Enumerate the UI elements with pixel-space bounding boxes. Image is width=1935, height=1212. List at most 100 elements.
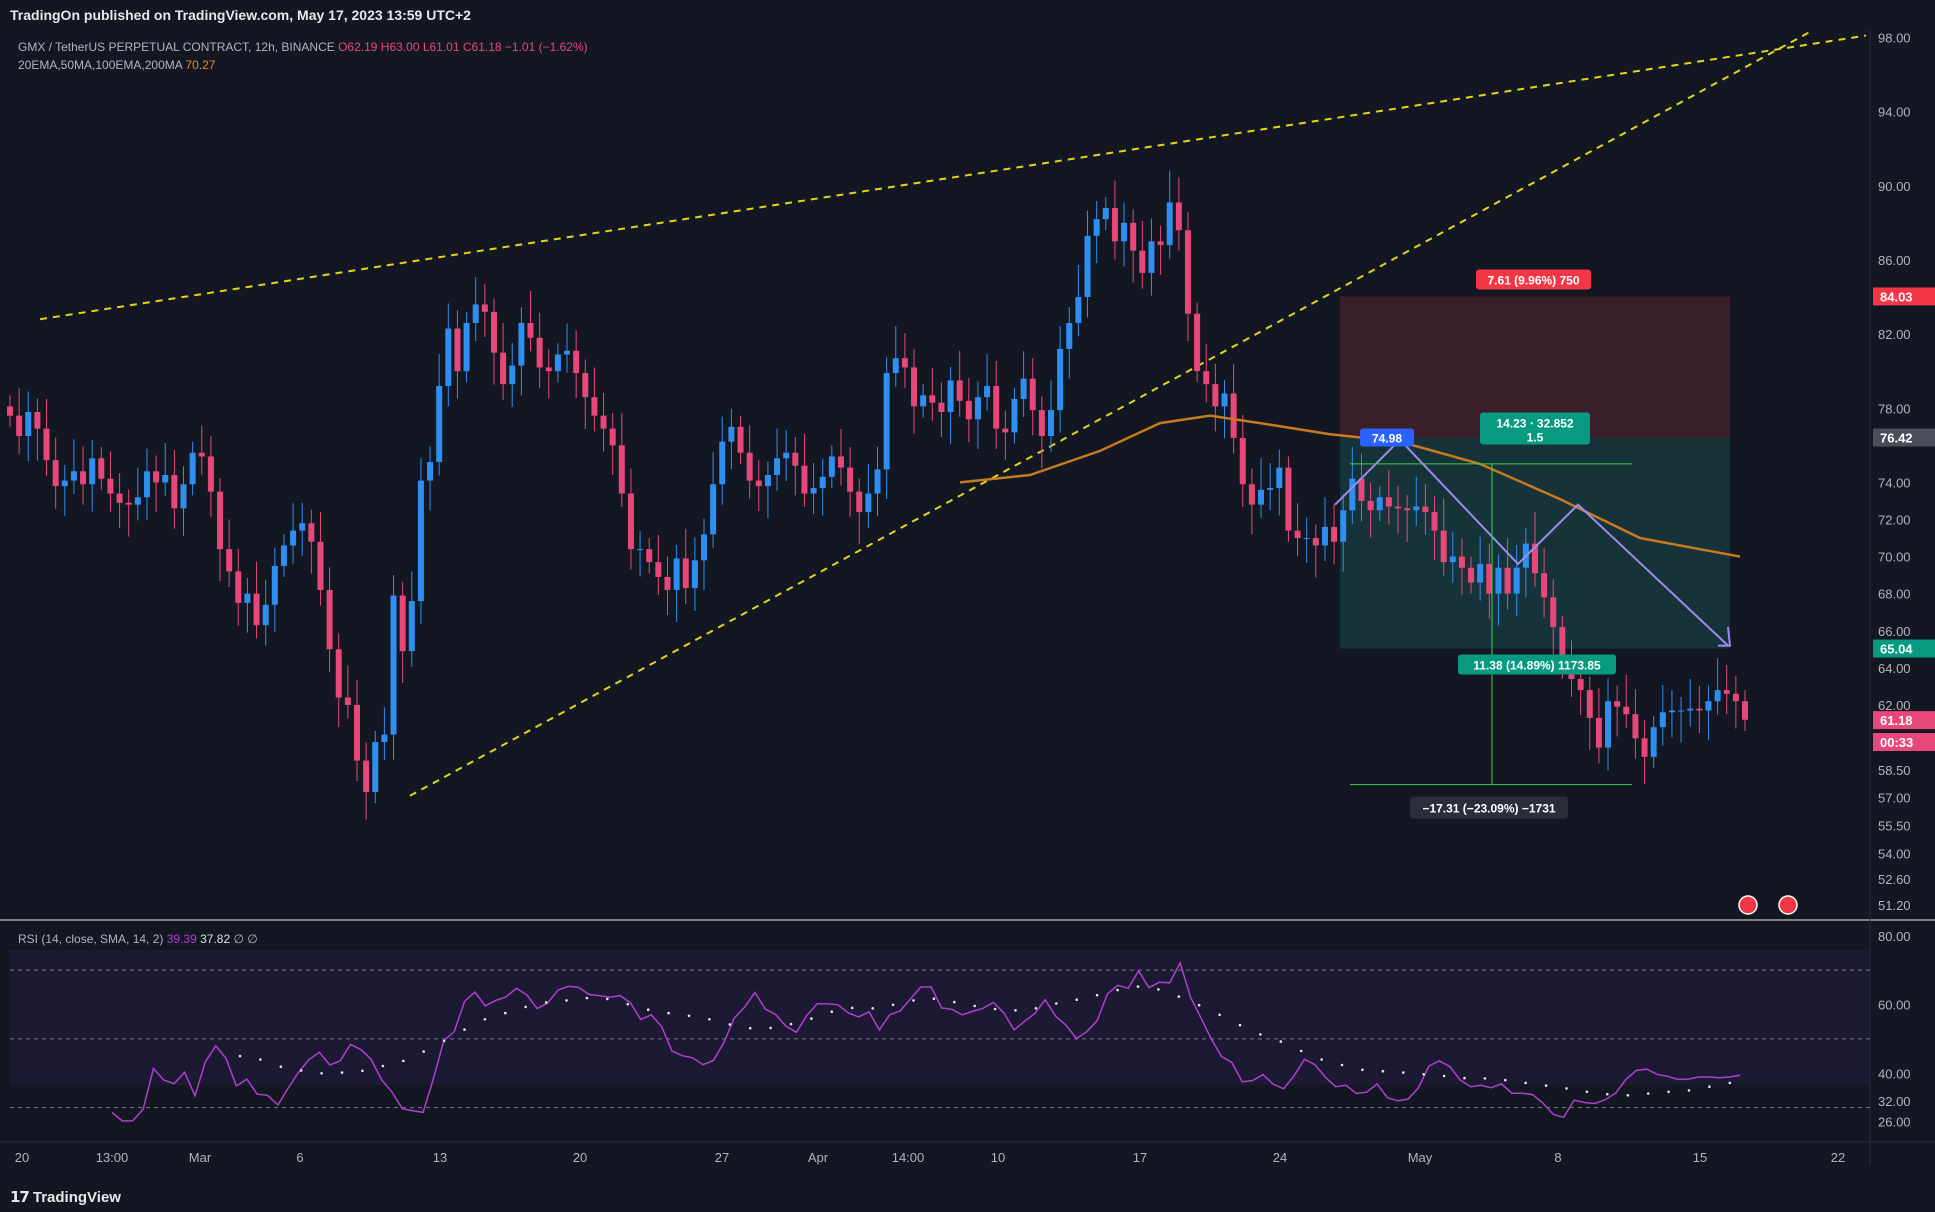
- us-flag-event-icon: [1778, 895, 1798, 915]
- candle-body: [125, 502, 132, 505]
- candle-body: [801, 465, 808, 494]
- candle-body: [344, 697, 351, 705]
- rsi-band-background: [10, 950, 1870, 1085]
- rsi-sma-point: [1034, 1007, 1038, 1010]
- candle-body: [655, 562, 662, 577]
- candle-body: [1687, 708, 1694, 711]
- candle-body: [701, 534, 707, 561]
- candle-body: [1111, 208, 1118, 242]
- candle-body: [1184, 230, 1191, 314]
- candle-body: [1349, 478, 1356, 511]
- rsi-sma-point: [1585, 1090, 1589, 1094]
- candle-body: [627, 493, 634, 550]
- candle-body: [746, 452, 753, 481]
- candle-body: [1714, 690, 1721, 702]
- rsi-sma-point: [1524, 1081, 1527, 1085]
- candle-body: [1458, 556, 1465, 568]
- rsi-sma-point: [1646, 1092, 1650, 1095]
- candle-body: [1504, 567, 1511, 594]
- candle-body: [984, 386, 991, 398]
- candle-body: [554, 354, 561, 372]
- rsi-sma-point: [1606, 1092, 1609, 1096]
- rsi-sma-point: [320, 1072, 323, 1075]
- projection-path: [1334, 438, 1729, 647]
- rsi-legend-value: RSI (14, close, SMA, 14, 2): [18, 932, 167, 946]
- tradingview-logo[interactable]: 17 TradingView: [10, 1188, 121, 1206]
- rsi-sma-point: [626, 1002, 630, 1006]
- rsi-sma-point: [1381, 1069, 1385, 1073]
- legend-value: H63.00: [381, 40, 423, 54]
- candle-body: [609, 428, 616, 446]
- price-axis-label-bg: [1873, 711, 1935, 730]
- rsi-sma-point: [1095, 993, 1099, 997]
- price-axis-label-bg: [1873, 428, 1935, 447]
- candle-body: [1312, 538, 1319, 546]
- candle-body: [217, 491, 224, 550]
- candle-body: [901, 358, 908, 368]
- candle-body: [1477, 564, 1484, 583]
- price-tick-label: 98.00: [1878, 30, 1911, 45]
- candle-body: [564, 350, 571, 355]
- candle-body: [1175, 202, 1182, 231]
- price-tick-label: 62.00: [1878, 698, 1911, 713]
- candle-body: [143, 471, 150, 498]
- rsi-sma-point: [687, 1014, 691, 1018]
- rsi-sma-point: [1299, 1049, 1303, 1053]
- rsi-line: [111, 960, 1741, 1122]
- candle-body: [1084, 235, 1091, 297]
- rsi-sma-point: [1177, 995, 1181, 998]
- candle-body: [1559, 627, 1566, 668]
- candle-body: [1358, 478, 1365, 501]
- candle-body: [1678, 710, 1685, 712]
- time-tick-label: 14:00: [892, 1150, 925, 1165]
- candle-body: [43, 428, 50, 461]
- price-axis-label: 84.03: [1880, 289, 1913, 304]
- rsi-legend-value: 39.39: [167, 932, 200, 946]
- candle-body: [1395, 506, 1401, 509]
- candle-body: [1632, 714, 1639, 739]
- candle-body: [1194, 313, 1201, 372]
- candle-body: [445, 328, 452, 386]
- candle-body: [1422, 506, 1429, 513]
- candle-body: [1157, 241, 1164, 246]
- rsi-sma-point: [1667, 1090, 1670, 1094]
- price-tick-label: 68.00: [1878, 587, 1911, 602]
- candle-body: [1696, 708, 1703, 711]
- rsi-legend: RSI (14, close, SMA, 14, 2) 39.39 37.82 …: [18, 932, 258, 946]
- candle-body: [1057, 348, 1064, 411]
- rsi-sma-point: [932, 997, 936, 1000]
- candle-body: [518, 322, 525, 366]
- time-tick-label: 8: [1554, 1150, 1561, 1165]
- rsi-sma-point: [544, 1001, 548, 1004]
- symbol-legend: GMX / TetherUS PERPETUAL CONTRACT, 12h, …: [18, 40, 588, 54]
- candle-body: [1376, 497, 1383, 511]
- time-tick-label: 20: [573, 1150, 587, 1165]
- price-tick-label: 74.00: [1878, 475, 1911, 490]
- candle-body: [1048, 410, 1054, 437]
- legend-value: L61.01: [423, 40, 463, 54]
- target-label-bg: [1458, 654, 1616, 675]
- candle-body: [1340, 510, 1347, 542]
- publish-header: TradingOn published on TradingView.com, …: [0, 0, 1935, 30]
- rsi-sma-point: [1055, 1002, 1058, 1005]
- candle-body: [98, 458, 105, 479]
- rsi-sma-point: [1728, 1081, 1732, 1085]
- rsi-sma-point: [871, 1007, 874, 1010]
- candle-body: [390, 595, 397, 735]
- candle-body: [189, 452, 196, 485]
- rsi-tick-label: 60.00: [1878, 998, 1911, 1013]
- rsi-sma-point: [646, 1008, 650, 1011]
- candle-body: [1075, 297, 1082, 323]
- candle-body: [618, 445, 625, 494]
- candle-body: [1486, 564, 1493, 594]
- candle-body: [710, 484, 717, 535]
- rsi-sma-point: [1422, 1073, 1425, 1076]
- candle-body: [792, 452, 799, 466]
- candle-body: [929, 395, 936, 403]
- candle-body: [463, 322, 470, 372]
- candle-body: [1513, 567, 1520, 594]
- publish-info: TradingOn published on TradingView.com, …: [10, 7, 471, 23]
- rsi-sma-point: [565, 999, 568, 1002]
- candle-body: [993, 386, 1000, 429]
